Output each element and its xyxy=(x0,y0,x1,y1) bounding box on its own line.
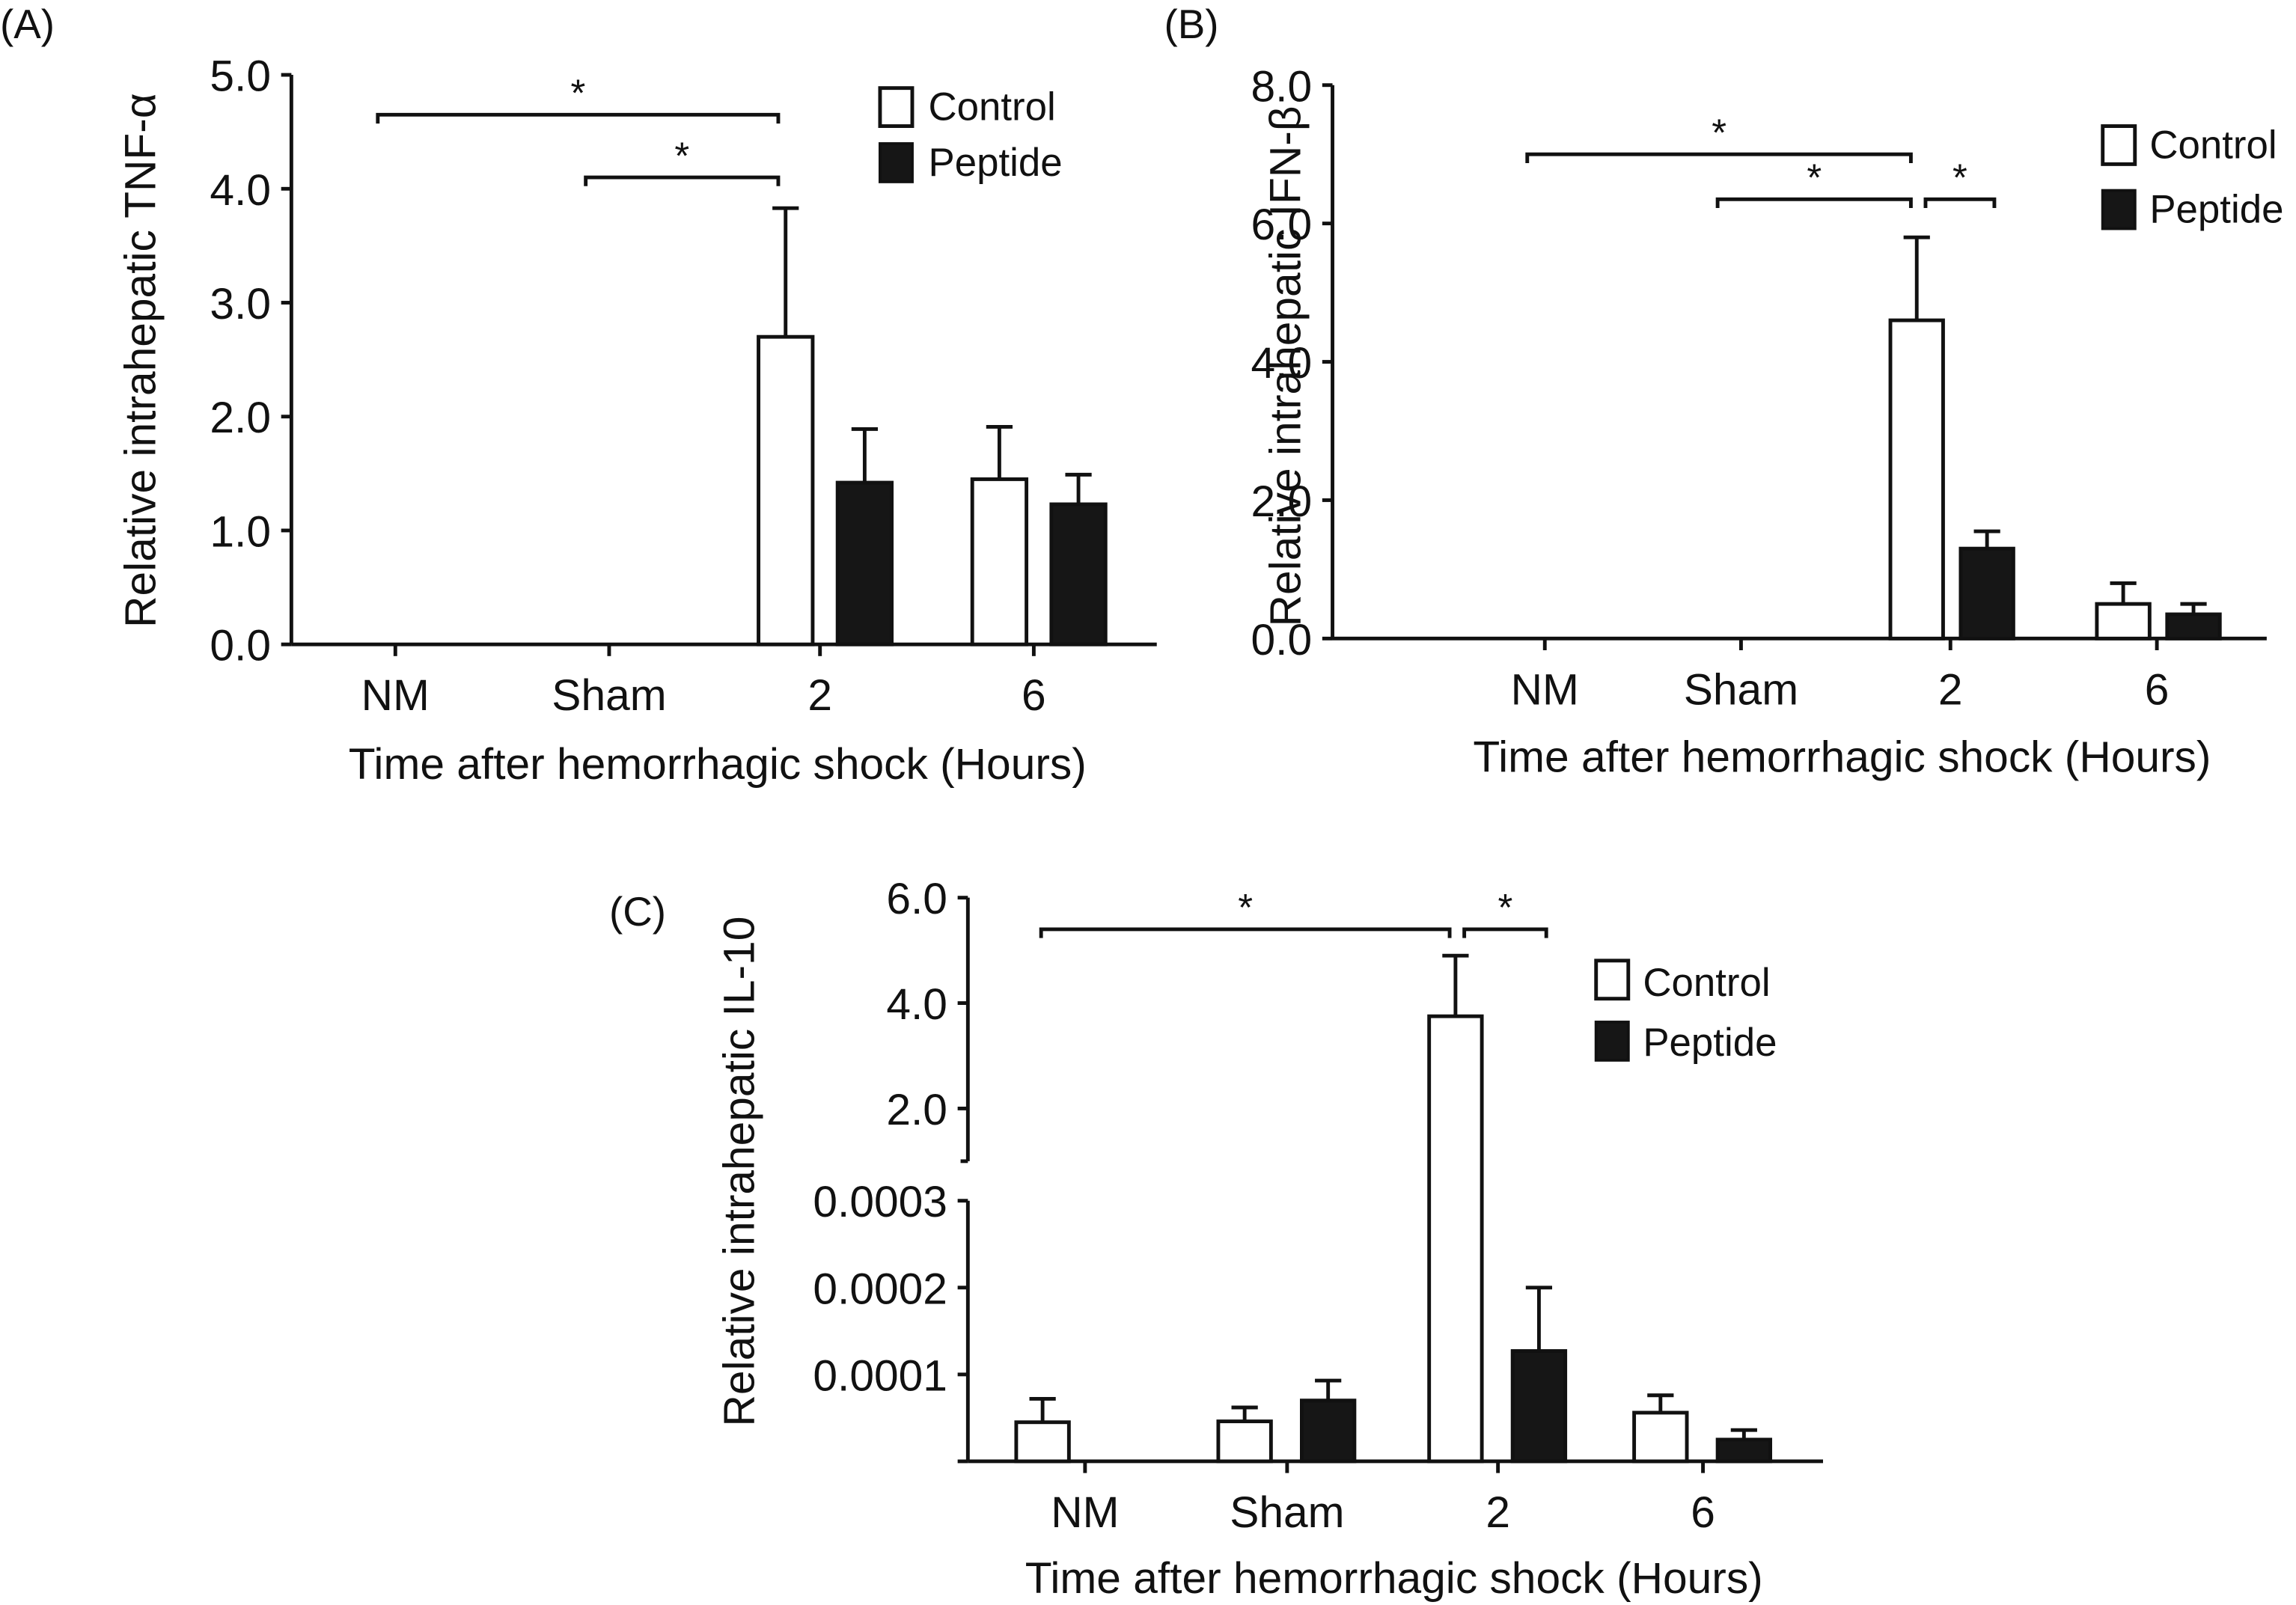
x-tick-label: Sham xyxy=(1230,1488,1344,1537)
panel-c: (C) Relative intrahepatic IL-10 Time aft… xyxy=(609,875,1824,1603)
x-tick-label: 6 xyxy=(2145,665,2170,714)
significance-bracket xyxy=(1039,927,1452,938)
legend-label-control: Control xyxy=(929,85,1056,129)
y-tick-label: 0.0001 xyxy=(813,1351,947,1400)
legend-swatch-peptide xyxy=(878,142,914,183)
legend-label-peptide: Peptide xyxy=(1643,1021,1777,1065)
x-tick-label: NM xyxy=(1511,665,1579,714)
x-tick-label: 6 xyxy=(1691,1488,1715,1537)
bar-peptide xyxy=(1510,1349,1568,1464)
legend-label-peptide: Peptide xyxy=(929,141,1063,185)
x-tick-label: NM xyxy=(1051,1488,1119,1537)
y-tick-label: 0.0 xyxy=(210,622,271,670)
bar-control xyxy=(2095,602,2152,641)
bar-peptide xyxy=(1715,1437,1773,1464)
significance-asterisk: * xyxy=(1238,886,1253,929)
y-tick-label: 6.0 xyxy=(886,875,947,923)
panel-a: (A) Relative intrahepatic TNF-α Time aft… xyxy=(0,1,1157,789)
significance-asterisk: * xyxy=(674,134,689,177)
bar-control xyxy=(757,334,815,646)
y-tick-label: 6.0 xyxy=(1251,201,1313,249)
significance-asterisk: * xyxy=(1952,156,1967,199)
bar-control xyxy=(1427,1014,1484,1464)
x-tick-label: 6 xyxy=(1022,671,1046,720)
y-tick-label: 3.0 xyxy=(210,280,271,328)
y-axis-label-a: Relative intrahepatic TNF-α xyxy=(116,93,165,628)
x-tick-label: Sham xyxy=(1684,665,1798,714)
y-tick-label: 0.0 xyxy=(1251,616,1313,664)
significance-asterisk: * xyxy=(1712,111,1726,153)
x-axis-label-c: Time after hemorrhagic shock (Hours) xyxy=(1025,1554,1763,1603)
bar-control xyxy=(1014,1420,1071,1464)
significance-bracket xyxy=(376,112,781,124)
panel-b: (B) Relative intrahepatic IFN-β Time aft… xyxy=(1164,1,2284,781)
bar-peptide xyxy=(2165,612,2222,641)
x-axis-label-a: Time after hemorrhagic shock (Hours) xyxy=(349,740,1087,789)
bar-control xyxy=(1888,318,1945,641)
y-tick-label: 2.0 xyxy=(886,1086,947,1134)
legend-swatch-control xyxy=(1594,959,1631,1001)
x-tick-label: Sham xyxy=(552,671,666,720)
bar-control xyxy=(1216,1419,1273,1464)
x-tick-label: 2 xyxy=(1938,665,1963,714)
bar-peptide xyxy=(835,480,894,646)
y-tick-label: 4.0 xyxy=(1251,339,1313,388)
bar-control xyxy=(1632,1410,1689,1464)
legend-swatch-peptide xyxy=(1594,1021,1630,1062)
bar-peptide xyxy=(1300,1398,1357,1464)
y-axis-label-c: Relative intrahepatic IL-10 xyxy=(715,917,764,1427)
bar-peptide xyxy=(1958,546,2015,641)
x-tick-label: 2 xyxy=(1486,1488,1510,1537)
bar-peptide xyxy=(1049,502,1108,646)
panel-label-c: (C) xyxy=(609,888,666,935)
legend-label-control: Control xyxy=(1643,961,1770,1005)
significance-bracket xyxy=(584,175,781,186)
y-tick-label: 0.0003 xyxy=(813,1178,947,1226)
significance-asterisk: * xyxy=(570,72,585,114)
significance-asterisk: * xyxy=(1807,156,1822,199)
y-tick-label: 1.0 xyxy=(210,507,271,556)
panel-label-b: (B) xyxy=(1164,1,1219,47)
bar-control xyxy=(970,477,1029,646)
y-tick-label: 2.0 xyxy=(1251,477,1313,526)
legend-swatch-peptide xyxy=(2101,189,2137,230)
x-tick-label: NM xyxy=(361,671,430,720)
y-tick-label: 5.0 xyxy=(210,52,271,101)
legend-label-control: Control xyxy=(2149,123,2277,168)
significance-bracket xyxy=(1923,197,1997,209)
panel-label-a: (A) xyxy=(0,1,55,47)
x-axis-label-b: Time after hemorrhagic shock (Hours) xyxy=(1473,733,2211,781)
y-tick-label: 2.0 xyxy=(210,394,271,442)
significance-asterisk: * xyxy=(1498,886,1513,929)
legend-swatch-control xyxy=(2101,124,2137,166)
y-tick-label: 0.0002 xyxy=(813,1265,947,1313)
y-tick-label: 4.0 xyxy=(210,166,271,215)
significance-bracket xyxy=(1462,927,1548,938)
significance-bracket xyxy=(1525,152,1913,163)
y-tick-label: 4.0 xyxy=(886,980,947,1029)
legend-label-peptide: Peptide xyxy=(2149,188,2283,232)
x-tick-label: 2 xyxy=(807,671,832,720)
significance-bracket xyxy=(1715,197,1913,209)
legend-swatch-control xyxy=(878,86,915,128)
y-tick-label: 8.0 xyxy=(1251,62,1313,111)
y-axis-label-b: Relative intrahepatic IFN-β xyxy=(1261,106,1310,626)
